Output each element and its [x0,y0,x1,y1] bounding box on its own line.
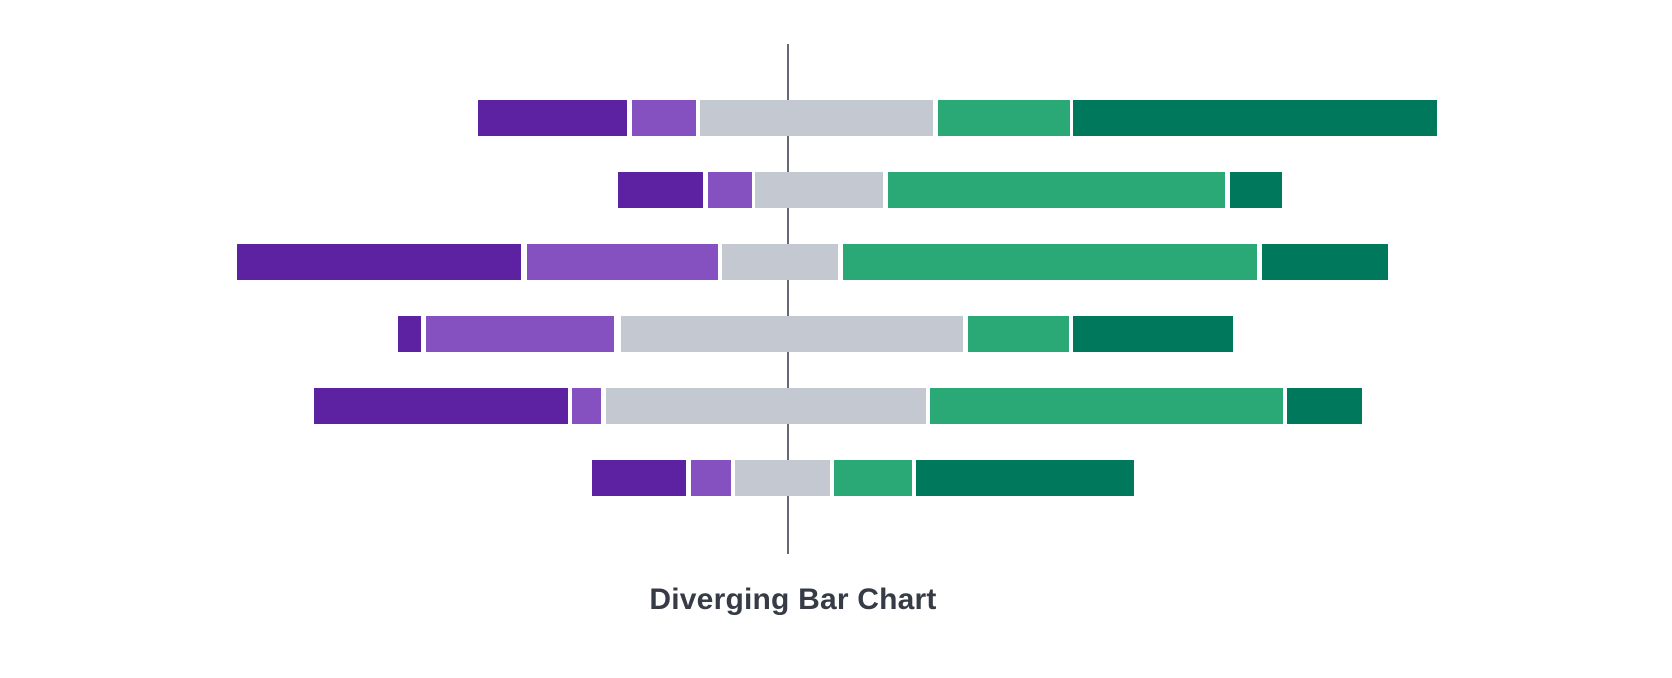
bar-segment-strong-positive [916,460,1134,496]
bar-segment-neutral [606,388,926,424]
bar-segment-positive [834,460,912,496]
bar-segment-negative [708,172,752,208]
bar-segment-positive [843,244,1257,280]
bar-segment-negative [691,460,731,496]
bar-segment-strong-negative [237,244,521,280]
bar-segment-strong-negative [398,316,421,352]
bar-segment-neutral [621,316,963,352]
bar-segment-strong-negative [478,100,627,136]
bar-segment-neutral [722,244,838,280]
bar-segment-neutral [735,460,830,496]
bar-segment-strong-positive [1073,316,1233,352]
bar-segment-positive [888,172,1225,208]
bar-segment-strong-positive [1073,100,1437,136]
bar-segment-strong-negative [618,172,703,208]
bar-segment-strong-negative [592,460,686,496]
bar-segment-negative [426,316,614,352]
bar-segment-negative [632,100,696,136]
bar-segment-strong-positive [1230,172,1282,208]
bar-segment-neutral [700,100,933,136]
bar-segment-strong-positive [1262,244,1388,280]
bar-segment-strong-negative [314,388,568,424]
bar-segment-neutral [755,172,883,208]
chart-title: Diverging Bar Chart [649,583,937,616]
bar-segment-positive [930,388,1283,424]
bar-segment-positive [938,100,1070,136]
bar-segment-strong-positive [1287,388,1362,424]
bar-segment-negative [572,388,601,424]
axis-baseline [787,44,789,554]
bar-segment-negative [527,244,718,280]
bar-segment-positive [968,316,1069,352]
